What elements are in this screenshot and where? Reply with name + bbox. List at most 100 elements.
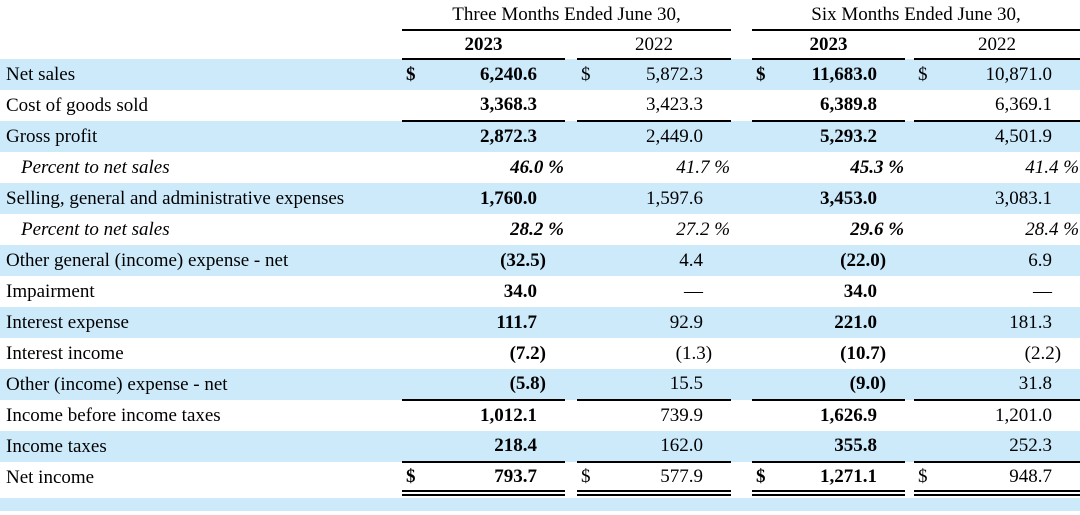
column-gap xyxy=(565,30,577,59)
dollar-sign xyxy=(402,245,432,276)
cell-value: 739.9 xyxy=(607,400,731,431)
row-label: Percent to net sales xyxy=(21,218,170,240)
year-header: 2023 xyxy=(402,30,565,60)
dollar-sign xyxy=(914,431,945,463)
period-header-six-months: Six Months Ended June 30, xyxy=(752,0,1080,31)
column-gap xyxy=(565,338,577,369)
dollar-sign xyxy=(914,214,944,245)
table-row: Selling, general and administrative expe… xyxy=(0,183,1080,214)
table-row: Cost of goods sold 3,368.3 3,423.3 6,389.8 6… xyxy=(0,90,1080,122)
cell-value: 252.3 xyxy=(944,431,1080,463)
cell-value: 1,271.1 xyxy=(782,462,906,496)
cell-value: 221.0 xyxy=(782,307,906,338)
row-label: Interest income xyxy=(6,342,124,364)
dollar-sign: $ xyxy=(752,59,783,90)
dollar-sign xyxy=(577,307,607,338)
value-text: 5,872.3 xyxy=(646,64,704,85)
dollar-sign: $ xyxy=(402,462,432,496)
table-header: Three Months Ended June 30, Six Months E… xyxy=(0,0,1080,60)
dollar-sign xyxy=(914,276,944,307)
cell-value: 11,683.0 xyxy=(782,59,906,90)
value-text: 4.4 xyxy=(679,249,704,271)
cell-value: (22.0) xyxy=(782,245,906,276)
value-text: 162.0 xyxy=(660,435,704,456)
row-label: Cost of goods sold xyxy=(6,94,148,116)
value-text: 6,369.1 xyxy=(995,94,1053,115)
column-gap xyxy=(731,276,752,307)
column-gap xyxy=(731,245,753,276)
header-spacer xyxy=(0,0,402,30)
cell-value: 28.2 % xyxy=(432,214,565,245)
dollar-sign xyxy=(752,400,782,431)
column-gap xyxy=(905,338,914,369)
table-row: Percent to net sales 28.2 % 27.2 % 29.6 % 28… xyxy=(0,214,1080,245)
value-text: 3,423.3 xyxy=(646,94,704,115)
cell-value: 3,083.1 xyxy=(944,183,1080,214)
cell-value: (7.2) xyxy=(432,338,565,369)
value-text: 181.3 xyxy=(1009,311,1053,333)
table-row: Impairment 34.0 — 34.0 — xyxy=(0,276,1080,307)
dollar-sign xyxy=(914,307,945,338)
dollar-sign xyxy=(752,214,782,245)
cell-value: 34.0 xyxy=(782,276,905,307)
dollar-sign: $ xyxy=(577,59,607,90)
value-text: 46.0 % xyxy=(510,156,564,178)
value-text: 41.4 % xyxy=(1025,156,1080,178)
table-row: Other general (income) expense - net (32.… xyxy=(0,245,1080,276)
dollar-sign xyxy=(577,276,607,307)
value-text: 92.9 xyxy=(669,311,704,333)
value-text: 6.9 xyxy=(1028,249,1053,271)
value-text: 5,293.2 xyxy=(820,126,878,147)
cell-value: 3,368.3 xyxy=(432,90,565,122)
dollar-sign xyxy=(752,152,782,183)
cell-value: 3,453.0 xyxy=(782,183,906,214)
dollar-sign xyxy=(752,90,783,122)
dollar-sign xyxy=(914,338,944,369)
cell-value: (2.2) xyxy=(944,338,1080,369)
column-gap xyxy=(731,30,752,59)
year-header: 2022 xyxy=(914,30,1080,60)
value-text: 2,449.0 xyxy=(646,126,704,147)
bottom-highlight-strip xyxy=(0,498,1080,511)
column-gap xyxy=(905,400,914,431)
cell-value: 92.9 xyxy=(607,307,732,338)
cell-value: 29.6 % xyxy=(782,214,905,245)
table-row: Interest expense 111.7 92.9 221.0 181.3 xyxy=(0,307,1080,338)
cell-value: 948.7 xyxy=(944,462,1080,496)
value-text: 6,389.8 xyxy=(820,94,878,115)
cell-value: 2,449.0 xyxy=(607,121,732,152)
column-gap xyxy=(565,121,577,152)
dollar-sign xyxy=(402,90,432,122)
column-gap xyxy=(565,307,577,338)
strip-cell xyxy=(0,498,1080,511)
cell-value: 793.7 xyxy=(432,462,565,496)
cell-value: 162.0 xyxy=(607,431,732,463)
value-text: 27.2 % xyxy=(676,218,731,240)
column-gap xyxy=(905,90,914,121)
dollar-sign xyxy=(402,121,432,152)
row-label: Impairment xyxy=(6,280,95,302)
dollar-sign xyxy=(402,369,432,401)
cell-value: 6,369.1 xyxy=(944,90,1080,122)
dollar-sign xyxy=(577,121,607,152)
cell-value: 1,626.9 xyxy=(782,400,905,431)
table-row: Percent to net sales 46.0 % 41.7 % 45.3 % 41… xyxy=(0,152,1080,183)
table-row: Other (income) expense - net (5.8) 15.5 (9.… xyxy=(0,369,1080,401)
dollar-sign xyxy=(402,400,432,431)
value-text: 3,368.3 xyxy=(480,94,537,115)
cell-value: 577.9 xyxy=(607,462,732,496)
dollar-sign xyxy=(577,431,607,463)
dollar-sign xyxy=(752,245,783,276)
dollar-sign xyxy=(914,90,945,122)
cell-value: 5,872.3 xyxy=(607,59,732,90)
value-text: 218.4 xyxy=(494,435,537,456)
cell-value: 15.5 xyxy=(607,369,732,401)
period-header-three-months: Three Months Ended June 30, xyxy=(402,0,732,31)
column-gap xyxy=(905,59,915,90)
cell-value: 3,423.3 xyxy=(607,90,732,122)
value-text: (7.2) xyxy=(509,342,546,364)
column-gap xyxy=(731,90,752,121)
dollar-sign xyxy=(402,152,432,183)
cell-value: 355.8 xyxy=(782,431,906,463)
